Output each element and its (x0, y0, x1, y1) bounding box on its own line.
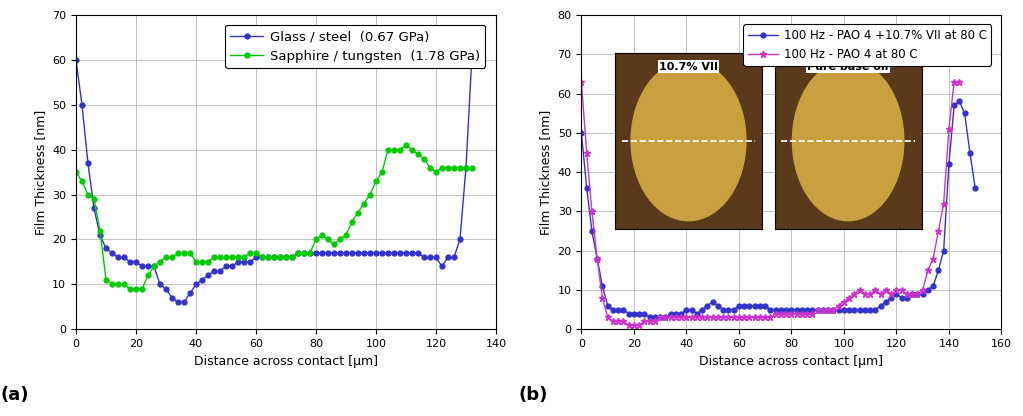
Legend: 100 Hz - PAO 4 +10.7% VII at 80 C, 100 Hz - PAO 4 at 80 C: 100 Hz - PAO 4 +10.7% VII at 80 C, 100 H… (744, 24, 991, 65)
100 Hz - PAO 4 at 80 C (769, 311, 782, 316)
Sapphire / tungsten  (1.78 GPa) (465, 165, 478, 170)
Glass / steel  (0.67 GPa) (172, 300, 184, 305)
100 Hz - PAO 4 at 80 C (575, 79, 587, 84)
X-axis label: Distance across contact [μm]: Distance across contact [μm] (700, 354, 884, 367)
Glass / steel  (0.67 GPa) (130, 260, 142, 265)
Glass / steel  (0.67 GPa) (70, 57, 82, 62)
Sapphire / tungsten  (1.78 GPa) (124, 286, 136, 291)
Sapphire / tungsten  (1.78 GPa) (400, 143, 412, 148)
Glass / steel  (0.67 GPa) (118, 255, 130, 260)
Glass / steel  (0.67 GPa) (442, 255, 454, 260)
100 Hz - PAO 4 +10.7% VII at 80 C (843, 307, 855, 312)
Sapphire / tungsten  (1.78 GPa) (118, 282, 130, 287)
Sapphire / tungsten  (1.78 GPa) (100, 277, 113, 282)
Y-axis label: Film Thickness [nm]: Film Thickness [nm] (539, 109, 552, 235)
Glass / steel  (0.67 GPa) (256, 255, 268, 260)
Text: (b): (b) (519, 386, 547, 404)
100 Hz - PAO 4 +10.7% VII at 80 C (953, 99, 966, 104)
Line: Glass / steel  (0.67 GPa): Glass / steel (0.67 GPa) (74, 53, 475, 305)
100 Hz - PAO 4 +10.7% VII at 80 C (969, 186, 981, 191)
100 Hz - PAO 4 +10.7% VII at 80 C (643, 315, 656, 320)
Line: Sapphire / tungsten  (1.78 GPa): Sapphire / tungsten (1.78 GPa) (74, 143, 475, 291)
Legend: Glass / steel  (0.67 GPa), Sapphire / tungsten  (1.78 GPa): Glass / steel (0.67 GPa), Sapphire / tun… (225, 25, 485, 68)
Sapphire / tungsten  (1.78 GPa) (375, 170, 388, 175)
100 Hz - PAO 4 at 80 C (906, 291, 919, 296)
Glass / steel  (0.67 GPa) (375, 250, 388, 255)
100 Hz - PAO 4 at 80 C (953, 79, 966, 84)
100 Hz - PAO 4 +10.7% VII at 80 C (717, 307, 729, 312)
Glass / steel  (0.67 GPa) (465, 53, 478, 58)
Sapphire / tungsten  (1.78 GPa) (256, 255, 268, 260)
100 Hz - PAO 4 +10.7% VII at 80 C (612, 307, 624, 312)
Line: 100 Hz - PAO 4 +10.7% VII at 80 C: 100 Hz - PAO 4 +10.7% VII at 80 C (579, 99, 978, 320)
Y-axis label: Film Thickness [nm]: Film Thickness [nm] (34, 109, 47, 235)
Text: (a): (a) (0, 386, 29, 404)
100 Hz - PAO 4 at 80 C (895, 287, 907, 292)
100 Hz - PAO 4 +10.7% VII at 80 C (786, 307, 798, 312)
X-axis label: Distance across contact [μm]: Distance across contact [μm] (194, 354, 377, 367)
100 Hz - PAO 4 +10.7% VII at 80 C (895, 295, 907, 300)
Line: 100 Hz - PAO 4 at 80 C: 100 Hz - PAO 4 at 80 C (578, 79, 963, 328)
100 Hz - PAO 4 at 80 C (665, 315, 677, 320)
100 Hz - PAO 4 at 80 C (707, 315, 719, 320)
100 Hz - PAO 4 at 80 C (922, 268, 934, 273)
100 Hz - PAO 4 +10.7% VII at 80 C (833, 307, 845, 312)
Sapphire / tungsten  (1.78 GPa) (442, 165, 454, 170)
Sapphire / tungsten  (1.78 GPa) (70, 170, 82, 175)
100 Hz - PAO 4 +10.7% VII at 80 C (575, 130, 587, 135)
Glass / steel  (0.67 GPa) (237, 260, 250, 265)
Sapphire / tungsten  (1.78 GPa) (237, 255, 250, 260)
100 Hz - PAO 4 at 80 C (623, 323, 635, 328)
